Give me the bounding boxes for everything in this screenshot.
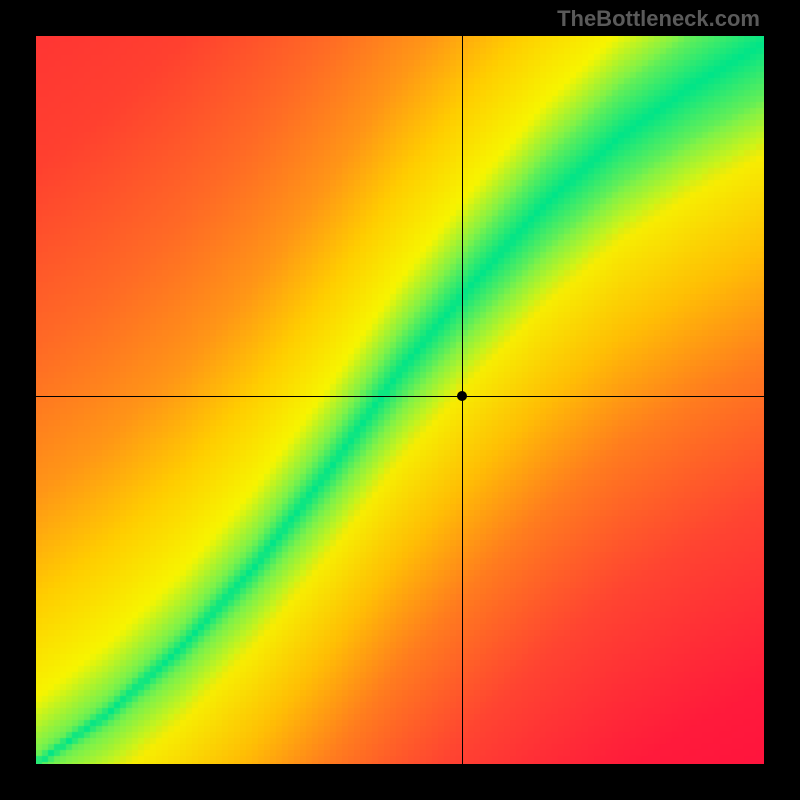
watermark-text: TheBottleneck.com [557, 6, 760, 32]
crosshair-horizontal-line [36, 396, 764, 397]
heatmap-plot-area [36, 36, 764, 764]
data-point-marker [457, 391, 467, 401]
heatmap-canvas [36, 36, 764, 764]
